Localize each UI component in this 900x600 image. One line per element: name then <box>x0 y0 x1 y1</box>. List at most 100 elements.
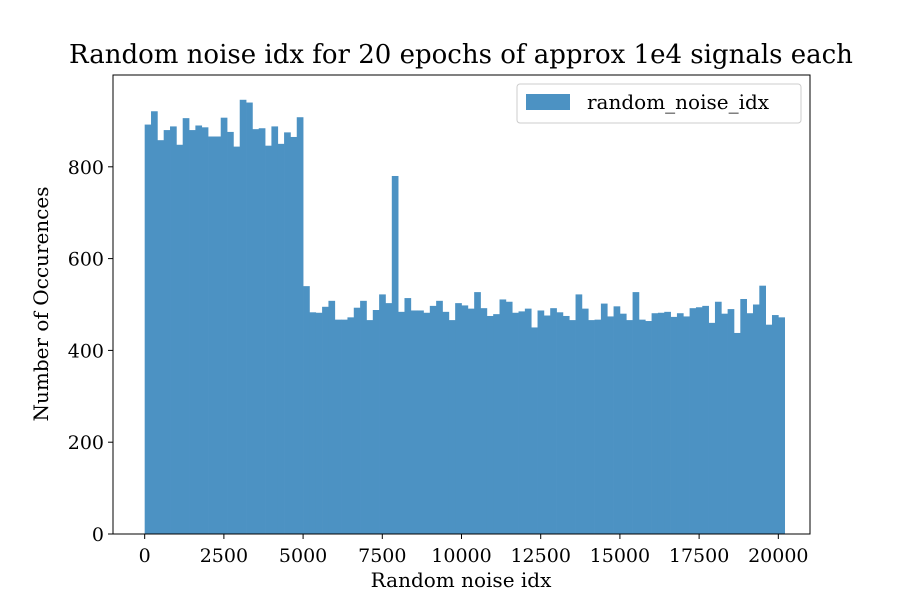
histogram-bar <box>607 316 614 534</box>
histogram-bar <box>385 303 393 534</box>
histogram-bar <box>176 144 184 534</box>
y-tick-label: 0 <box>92 524 104 546</box>
legend-label: random_noise_idx <box>587 90 770 114</box>
histogram-bar <box>220 117 228 534</box>
histogram-bar <box>461 305 469 534</box>
legend-box <box>516 83 802 124</box>
histogram-bar <box>493 314 500 534</box>
histogram-bar <box>746 313 754 534</box>
histogram-bar <box>733 332 741 534</box>
histogram-bar <box>657 312 665 534</box>
histogram-bar <box>290 136 298 534</box>
histogram-bar <box>518 311 526 534</box>
histogram-bar <box>556 312 564 534</box>
histogram-bar <box>575 294 583 534</box>
histogram-bar <box>619 313 627 534</box>
legend: random_noise_idx <box>516 83 802 124</box>
histogram-bar <box>714 301 722 534</box>
histogram-bar <box>309 312 317 534</box>
chart-title: Random noise idx for 20 epochs of approx… <box>69 40 853 70</box>
histogram-bar <box>626 320 633 534</box>
bars-group <box>144 99 786 535</box>
histogram-bar <box>569 320 576 534</box>
histogram-bar <box>372 310 380 534</box>
histogram-bar <box>252 129 260 535</box>
x-axis-ticks: 0 2500 5000 7500 10000 12500 15000 17500 20000 <box>139 534 809 567</box>
histogram-bar <box>360 300 367 534</box>
x-tick-label: 12500 <box>510 545 570 567</box>
y-axis-label: Number of Occurences <box>29 187 53 422</box>
histogram-bar <box>379 294 386 534</box>
histogram-bar <box>740 298 747 534</box>
y-tick-label: 200 <box>68 432 104 454</box>
histogram-bar <box>727 309 735 534</box>
histogram-bar <box>695 307 703 534</box>
histogram-bar <box>778 317 786 534</box>
histogram-bar <box>442 311 450 534</box>
histogram-bar <box>144 124 152 535</box>
histogram-bar <box>455 303 462 534</box>
histogram-bar <box>296 117 304 534</box>
histogram-bar <box>189 130 196 534</box>
histogram-bar <box>163 130 171 534</box>
histogram-bar <box>391 175 399 535</box>
histogram-bar <box>531 327 538 534</box>
histogram-bar <box>550 308 557 534</box>
y-tick-label: 600 <box>68 249 104 271</box>
x-tick-label: 0 <box>139 545 151 567</box>
x-tick-label: 15000 <box>590 545 650 567</box>
x-axis-label: Random noise idx <box>371 568 552 592</box>
histogram-bar <box>721 313 728 534</box>
x-tick-label: 20000 <box>748 545 808 567</box>
histogram-bar <box>157 140 165 535</box>
y-tick-label: 400 <box>68 340 104 362</box>
histogram-bar <box>258 128 266 534</box>
histogram-bar <box>702 305 709 534</box>
histogram-bar <box>505 301 513 534</box>
histogram-bar <box>328 300 336 534</box>
legend-swatch <box>526 94 570 110</box>
histogram-bar <box>448 320 456 534</box>
y-axis-ticks: 0 200 400 600 800 <box>68 157 113 546</box>
histogram-bar <box>499 299 507 534</box>
histogram-bar <box>474 292 481 534</box>
histogram-bar <box>524 308 532 534</box>
histogram-bar <box>581 308 589 534</box>
histogram-bar <box>208 136 215 535</box>
histogram-bar <box>664 311 671 534</box>
histogram-bar <box>322 306 329 534</box>
x-tick-label: 5000 <box>279 545 327 567</box>
histogram-bar <box>246 102 253 534</box>
histogram-bar <box>201 127 209 535</box>
histogram-bar <box>233 146 241 534</box>
histogram-bar <box>486 315 494 534</box>
x-tick-label: 17500 <box>669 545 729 567</box>
histogram-bar <box>429 305 437 534</box>
histogram-bar <box>151 111 158 535</box>
histogram-bar <box>347 317 355 534</box>
histogram-bar <box>771 315 779 534</box>
histogram-bar <box>315 312 323 534</box>
histogram-bar <box>410 310 418 534</box>
histogram-bar <box>689 308 697 534</box>
histogram-bar <box>765 324 773 534</box>
histogram-bar <box>600 303 608 534</box>
histogram-bar <box>676 313 684 534</box>
histogram-bar <box>594 319 602 534</box>
histogram-bar <box>752 304 760 534</box>
histogram-bar <box>303 286 310 534</box>
histogram-bar <box>284 132 291 534</box>
histogram-bar <box>277 143 285 534</box>
histogram-bar <box>170 126 177 535</box>
histogram-bar <box>227 131 234 534</box>
histogram-bar <box>353 307 361 534</box>
histogram-bar <box>366 320 374 534</box>
histogram-bar <box>398 311 405 534</box>
histogram-bar <box>214 136 222 535</box>
histogram-bar <box>562 315 570 534</box>
histogram-bar <box>182 118 190 535</box>
histogram-bar <box>759 285 766 534</box>
histogram-bar <box>417 310 424 534</box>
histogram-bar <box>436 300 443 534</box>
